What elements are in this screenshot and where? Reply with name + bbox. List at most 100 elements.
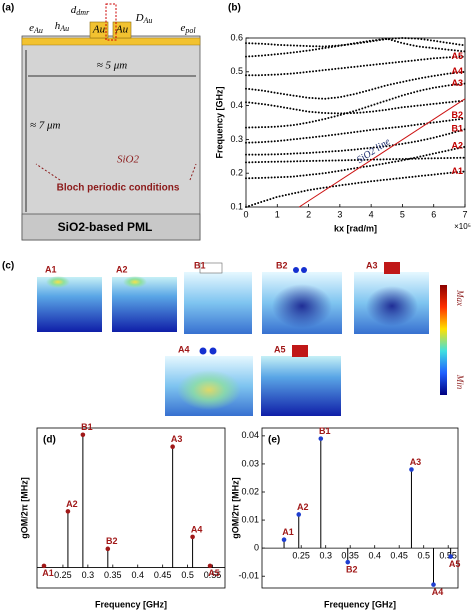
stem-marker	[345, 559, 351, 565]
mode-image	[112, 277, 177, 332]
mode-annotation: A5	[451, 51, 463, 61]
x-tick-label: 5	[400, 209, 405, 219]
band-curve	[245, 82, 466, 129]
x-tick-label: 0.25	[292, 551, 310, 561]
symbol-main: d	[71, 4, 77, 16]
mode-label: B1	[194, 260, 206, 270]
stem-marker	[41, 563, 47, 569]
symbol-main: e	[29, 22, 34, 34]
band-curve	[245, 156, 466, 164]
symbol-sub: Au	[143, 16, 153, 25]
band-curve	[245, 170, 466, 208]
mode-label: A2	[116, 264, 128, 274]
x-tick-label: 2	[306, 209, 311, 219]
band-curve	[245, 36, 466, 48]
mode-image	[37, 277, 102, 332]
panel-label: (e)	[268, 435, 280, 446]
colorbar-min: Min	[455, 374, 465, 390]
colorbar-max: Max	[455, 289, 465, 306]
electrode-label: Au	[92, 24, 106, 36]
y-tick-label: 0.4	[230, 100, 243, 110]
y-tick-label: 0.3	[230, 134, 243, 144]
reference-line	[298, 98, 466, 208]
stem-label: A3	[410, 457, 422, 467]
stem-marker	[448, 554, 453, 559]
mode-annotation: B2	[451, 110, 463, 120]
x-tick-label: 0.4	[368, 551, 381, 561]
mode-label: B2	[276, 260, 288, 270]
x-tick-label: 0.45	[154, 570, 172, 580]
stem-label: A2	[66, 499, 78, 509]
mode-image	[261, 356, 341, 416]
hot-spot	[209, 347, 217, 355]
stem-marker	[296, 512, 302, 517]
x-tick-label: 0.35	[104, 570, 122, 580]
mode-annotation: A4	[451, 66, 463, 76]
pointer	[35, 163, 61, 181]
symbol: DAu	[135, 12, 153, 25]
y-tick-label: -0.01	[238, 571, 259, 581]
x-tick-label: 4	[369, 209, 374, 219]
pointer	[189, 163, 197, 181]
y-tick-label: 0.5	[230, 66, 243, 76]
material-label: SiO2	[117, 154, 140, 166]
x-tick-label: 0	[243, 209, 248, 219]
stem-label: A4	[432, 587, 444, 597]
boundary-label: Bloch periodic conditions	[57, 183, 180, 194]
hot-spot	[123, 276, 147, 288]
hot-spot	[46, 276, 70, 288]
substrate	[21, 35, 201, 241]
x-tick-label: 0.35	[341, 551, 359, 561]
pml-label: SiO2-based PML	[58, 220, 153, 234]
stem-marker	[318, 436, 324, 441]
x-tick-label: 3	[337, 209, 342, 219]
stem-marker	[190, 534, 195, 540]
band-curve	[245, 70, 466, 100]
x-tick-label: 0.25	[54, 570, 72, 580]
y-tick-label: 0.02	[241, 486, 259, 496]
x-tick-label: 0.3	[319, 551, 332, 561]
stem-label: A4	[191, 524, 203, 534]
panel-label: (d)	[43, 435, 56, 446]
symbol: hAu	[55, 20, 69, 33]
hot-spot	[384, 262, 400, 274]
y-tick-label: 0.04	[241, 430, 259, 440]
panel-c: (c) A1 A2 B1 B2 A3 A4 A5 Max Min	[2, 260, 465, 416]
mode-label: A3	[366, 260, 378, 270]
y-tick-label: 0.2	[230, 168, 243, 178]
stem-label: A2	[297, 502, 309, 512]
stem-marker	[409, 467, 414, 472]
y-tick-label: 0.01	[241, 514, 259, 524]
symbol-main: h	[55, 20, 61, 32]
hot-spot	[301, 267, 307, 273]
y-axis-title: gOM/2π [MHz]	[19, 477, 29, 538]
field-lobe	[366, 286, 418, 326]
symbol-sub: Au	[59, 24, 69, 33]
y-axis-title: gOM/2π [MHz]	[230, 477, 240, 538]
y-tick-label: 0.03	[241, 458, 259, 468]
y-tick-label: 0	[254, 543, 259, 553]
stem-label: B1	[81, 422, 93, 432]
polymer-layer	[21, 37, 201, 46]
x-tick-label: 0.45	[390, 551, 408, 561]
pml-region	[21, 213, 201, 241]
x-tick-label: 1	[275, 209, 280, 219]
stem-label: A5	[208, 568, 220, 578]
x-tick-label: 0.5	[181, 570, 194, 580]
electrode	[112, 21, 132, 39]
y-tick-label: 0.1	[230, 201, 243, 211]
symbol-sub: Au	[33, 26, 43, 35]
x-axis-title: Frequency [GHz]	[95, 599, 167, 609]
stem-marker	[170, 444, 175, 450]
y-tick-label: 0.6	[230, 32, 243, 42]
x-axis-title: kx [rad/m]	[334, 223, 377, 233]
width-label: ≈ 5 μm	[97, 60, 128, 72]
mode-annotation: A1	[451, 166, 463, 176]
stem-marker	[65, 509, 71, 514]
symbol: eAu	[29, 22, 43, 35]
plot-frame	[245, 37, 466, 208]
x-tick-label: 0.4	[131, 570, 144, 580]
x-tick-label: 0.55	[439, 551, 457, 561]
mode-label: A5	[274, 344, 286, 354]
